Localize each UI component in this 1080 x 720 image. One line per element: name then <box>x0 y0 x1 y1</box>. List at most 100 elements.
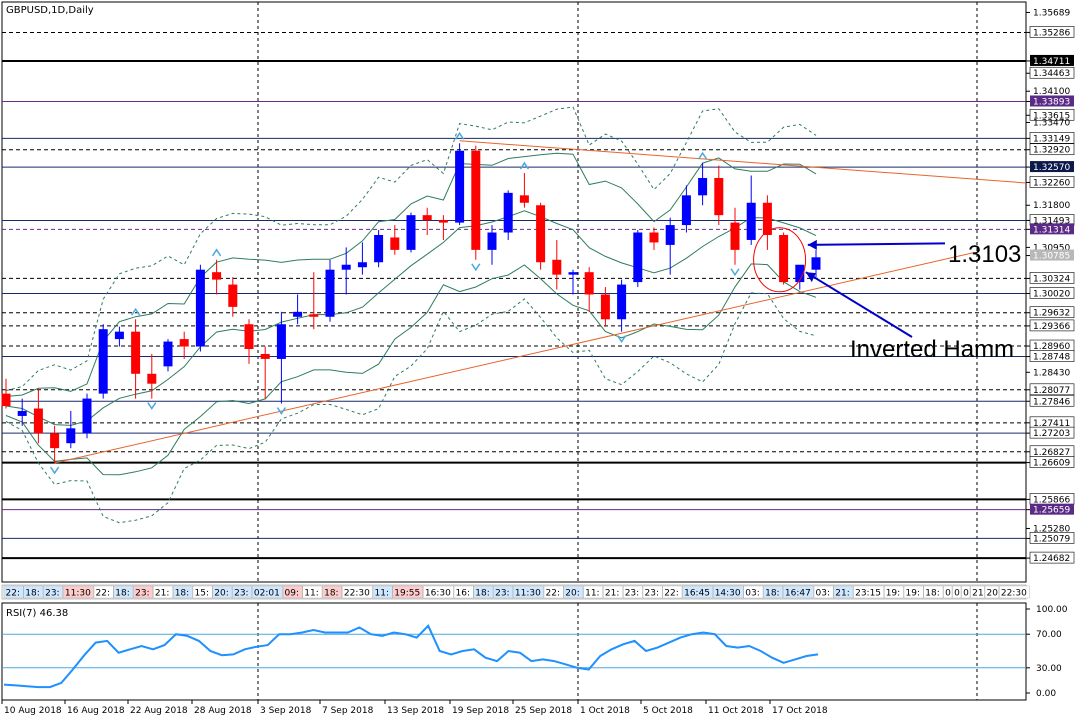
event-time-cell <box>583 585 603 599</box>
fractal-down-marker <box>616 335 627 344</box>
event-time-cell <box>63 585 94 599</box>
event-time-label: 18: <box>25 589 39 599</box>
price-annotation: 1.3103 <box>948 241 1021 268</box>
candle-body <box>147 373 157 384</box>
chart-title: GBPUSD,1D,Daily <box>6 5 94 16</box>
fractal-down-marker <box>471 263 481 272</box>
candle-body <box>293 311 303 317</box>
event-time-label: 19: <box>886 589 900 599</box>
candle-body <box>698 177 708 196</box>
candle-body <box>665 225 675 245</box>
price-axis-label: 1.33149 <box>1033 134 1070 144</box>
event-time-cell <box>853 585 884 599</box>
event-time-cell <box>603 585 623 599</box>
candle-body <box>179 339 189 347</box>
event-time-label: 22:30 <box>344 589 370 599</box>
price-label-box <box>1029 306 1075 319</box>
event-time-cell <box>342 585 373 599</box>
event-time-cell <box>172 585 193 599</box>
event-time-label: 20: <box>214 589 228 599</box>
event-time-label: 18: <box>324 589 338 599</box>
price-label-box <box>1029 350 1075 362</box>
candle-body <box>584 272 594 295</box>
band-middle <box>5 210 817 426</box>
event-time-cell <box>999 585 1030 599</box>
event-time-cell <box>192 585 213 599</box>
event-time-label: 11:30 <box>515 589 541 599</box>
fractal-down-marker <box>147 402 157 410</box>
event-time-label: 11: <box>304 589 318 599</box>
rsi-label: RSI(7) 46.38 <box>6 608 68 619</box>
price-axis-label: 1.31493 <box>1033 216 1070 226</box>
candle-body <box>114 331 124 340</box>
event-time-cell <box>153 585 173 599</box>
candle-body <box>617 284 627 320</box>
candle-body <box>519 195 529 203</box>
event-time-label: 18: <box>475 589 489 599</box>
candle-body <box>309 314 319 317</box>
candle-body <box>795 264 805 283</box>
x-axis-label: 13 Sep 2018 <box>387 706 444 716</box>
event-time-cell <box>783 585 814 599</box>
event-time-label: 23:15 <box>855 589 881 599</box>
candle-body <box>422 215 432 221</box>
price-label-box <box>1029 143 1075 156</box>
pattern-arrow <box>805 271 913 338</box>
event-time-cell <box>473 585 494 599</box>
candle-body <box>649 232 659 243</box>
x-axis-label: 3 Sep 2018 <box>260 706 312 716</box>
pattern-arrowhead <box>805 272 816 283</box>
event-time-cell <box>113 585 134 599</box>
candle-body <box>374 234 384 263</box>
event-time-cell <box>662 585 683 599</box>
fractal-down-marker <box>730 268 740 277</box>
event-time-cell <box>642 585 663 599</box>
price-axis-label: 1.27203 <box>1033 429 1070 439</box>
x-axis-label: 25 Sep 2018 <box>515 706 572 716</box>
event-time-label: 18: <box>765 589 779 599</box>
candle-body <box>163 341 173 367</box>
main-plot-frame <box>1 1 1027 583</box>
price-axis-label: 1.32570 <box>1033 163 1070 173</box>
price-axis-label: 1.34463 <box>1033 69 1070 79</box>
event-time-label: 09: <box>285 589 299 599</box>
candle-body <box>228 284 238 307</box>
event-time-label: 21: <box>155 589 169 599</box>
price-label-box <box>1029 426 1075 439</box>
price-axis-label: 1.32260 <box>1033 178 1070 188</box>
event-time-label: 18: <box>115 589 129 599</box>
event-time-cell <box>23 585 44 599</box>
event-time-label: 19: <box>906 589 920 599</box>
event-time-cell <box>713 585 744 599</box>
candle-body <box>438 220 448 223</box>
fractal-up-marker <box>697 151 708 160</box>
price-label-box <box>1029 532 1075 544</box>
event-time-label: 18: <box>925 589 939 599</box>
price-label-box <box>1029 132 1075 144</box>
price-axis-label: 1.34100 <box>1033 87 1070 97</box>
candle-body <box>779 234 789 283</box>
event-time-label: 16: <box>456 589 470 599</box>
band-lower-outer <box>5 292 817 524</box>
price-axis-label: 1.33893 <box>1033 97 1070 107</box>
event-time-label: 18: <box>175 589 189 599</box>
x-axis-label: 5 Oct 2018 <box>643 706 693 716</box>
price-label-box <box>1030 249 1074 261</box>
price-arrow <box>807 242 946 246</box>
price-label-box <box>1029 551 1075 564</box>
x-axis-label: 7 Sep 2018 <box>322 706 374 716</box>
fractal-up-marker <box>454 131 465 140</box>
event-time-cell <box>743 585 764 599</box>
event-time-cell <box>923 585 944 599</box>
candle-body <box>341 264 351 270</box>
event-time-label: 21: <box>605 589 619 599</box>
candle-body <box>406 215 416 250</box>
candle-body <box>633 232 643 283</box>
event-time-label: 03: <box>745 589 759 599</box>
event-time-cell <box>282 585 303 599</box>
event-time-label: 0 <box>954 589 960 599</box>
event-time-cell <box>952 585 962 599</box>
event-time-cell <box>493 585 514 599</box>
price-axis-label: 1.31314 <box>1033 225 1070 235</box>
